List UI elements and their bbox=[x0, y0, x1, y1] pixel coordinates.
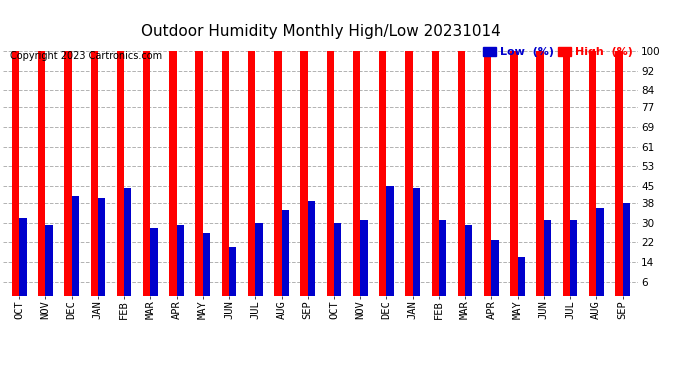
Bar bbox=[465, 225, 473, 296]
Bar bbox=[282, 210, 289, 296]
Bar bbox=[563, 51, 570, 296]
Bar bbox=[169, 51, 177, 296]
Bar bbox=[150, 228, 158, 296]
Bar bbox=[386, 186, 394, 296]
Bar bbox=[117, 51, 124, 296]
Bar bbox=[229, 247, 237, 296]
Bar bbox=[203, 232, 210, 296]
Bar bbox=[90, 51, 98, 296]
Bar bbox=[596, 208, 604, 296]
Bar bbox=[64, 51, 72, 296]
Bar bbox=[177, 225, 184, 296]
Bar bbox=[38, 51, 46, 296]
Bar bbox=[484, 51, 491, 296]
Bar bbox=[570, 220, 578, 296]
Bar bbox=[326, 51, 334, 296]
Bar bbox=[544, 220, 551, 296]
Legend: Low  (%), High  (%): Low (%), High (%) bbox=[483, 47, 633, 57]
Bar bbox=[300, 51, 308, 296]
Bar bbox=[491, 240, 499, 296]
Bar bbox=[405, 51, 413, 296]
Bar bbox=[143, 51, 150, 296]
Bar bbox=[124, 188, 132, 296]
Bar bbox=[255, 223, 263, 296]
Bar bbox=[589, 51, 596, 296]
Bar bbox=[72, 196, 79, 296]
Bar bbox=[622, 203, 630, 296]
Bar bbox=[360, 220, 368, 296]
Bar bbox=[274, 51, 282, 296]
Bar bbox=[334, 223, 342, 296]
Bar bbox=[510, 51, 518, 296]
Bar bbox=[518, 257, 525, 296]
Title: Outdoor Humidity Monthly High/Low 20231014: Outdoor Humidity Monthly High/Low 202310… bbox=[141, 24, 501, 39]
Bar bbox=[536, 51, 544, 296]
Bar bbox=[457, 51, 465, 296]
Bar bbox=[615, 51, 622, 296]
Bar bbox=[353, 51, 360, 296]
Bar bbox=[308, 201, 315, 296]
Bar bbox=[12, 51, 19, 296]
Bar bbox=[431, 51, 439, 296]
Bar bbox=[439, 220, 446, 296]
Bar bbox=[19, 218, 26, 296]
Bar bbox=[46, 225, 52, 296]
Text: Copyright 2023 Cartronics.com: Copyright 2023 Cartronics.com bbox=[10, 51, 162, 62]
Bar bbox=[221, 51, 229, 296]
Bar bbox=[98, 198, 106, 296]
Bar bbox=[248, 51, 255, 296]
Bar bbox=[195, 51, 203, 296]
Bar bbox=[379, 51, 386, 296]
Bar bbox=[413, 188, 420, 296]
